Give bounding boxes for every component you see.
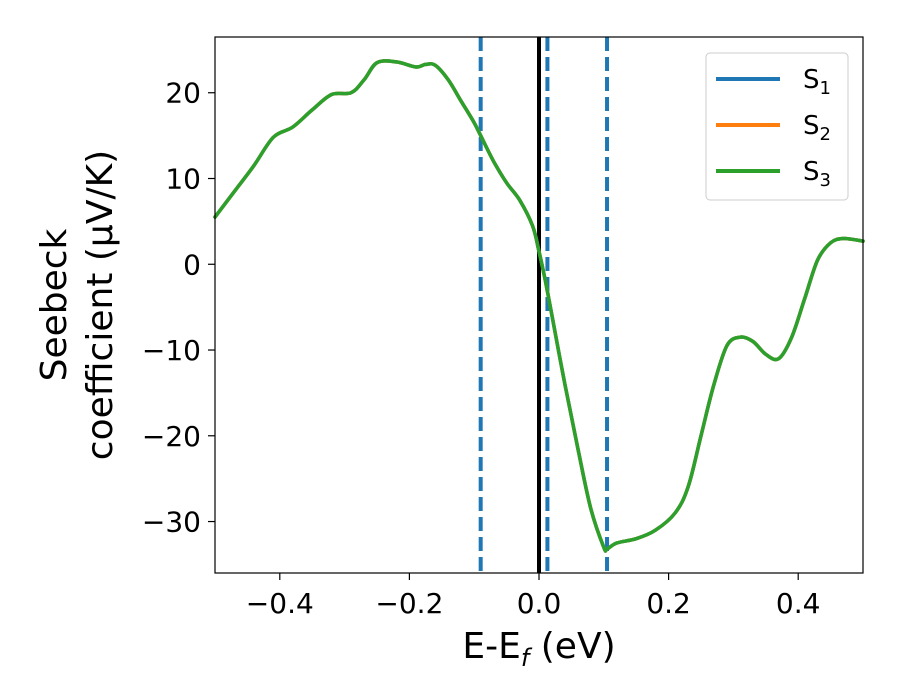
y-tick-label-1: 10 — [165, 163, 201, 196]
series-lines — [213, 59, 865, 553]
x-axis-ticks: −0.4 −0.2 0.0 0.2 0.4 — [246, 573, 821, 620]
x-axis-label-tail: (eV) — [529, 626, 615, 667]
series-line-3 — [213, 59, 865, 553]
legend-label-1: S1 — [803, 65, 831, 99]
y-tick-label-3: −10 — [142, 334, 201, 367]
y-axis-ticks: 20 10 0 −10 −20 −30 — [142, 77, 215, 539]
legend-label-3: S3 — [803, 157, 831, 191]
y-tick-label-4: −20 — [142, 420, 201, 453]
y-tick-label-5: −30 — [142, 506, 201, 539]
y-tick-label-0: 20 — [165, 77, 201, 110]
y-axis-label-line2: coefficient (μV/K) — [80, 150, 121, 460]
x-axis-label: E-Ef (eV) — [462, 626, 615, 672]
x-tick-label-4: 0.4 — [776, 587, 821, 620]
y-axis-label-line1: Seebeck — [34, 228, 75, 381]
legend-label-2: S2 — [803, 111, 831, 145]
x-axis-label-main: E-E — [462, 626, 520, 667]
y-axis-label: Seebeck coefficient (μV/K) — [34, 150, 121, 460]
vertical-lines — [478, 37, 610, 573]
legend: S1 S2 S3 — [705, 52, 849, 201]
x-tick-label-1: −0.2 — [375, 587, 443, 620]
y-tick-label-2: 0 — [183, 248, 201, 281]
x-tick-label-3: 0.2 — [646, 587, 691, 620]
x-tick-label-2: 0.0 — [517, 587, 562, 620]
x-tick-label-0: −0.4 — [246, 587, 314, 620]
